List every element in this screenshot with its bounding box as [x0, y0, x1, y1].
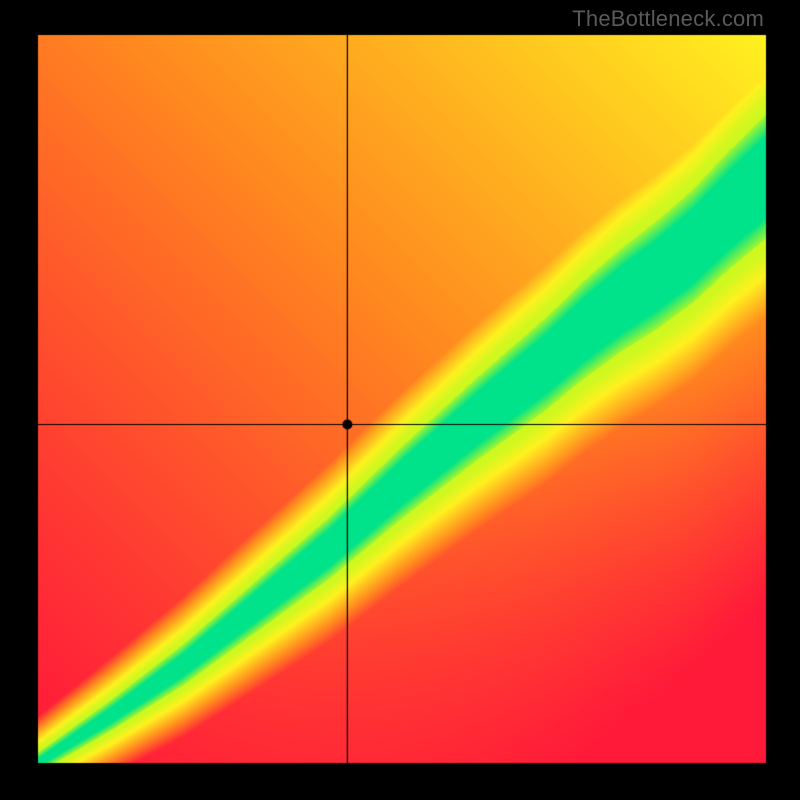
bottleneck-heatmap-canvas	[0, 0, 800, 800]
chart-container: TheBottleneck.com	[0, 0, 800, 800]
watermark-text: TheBottleneck.com	[572, 6, 764, 32]
